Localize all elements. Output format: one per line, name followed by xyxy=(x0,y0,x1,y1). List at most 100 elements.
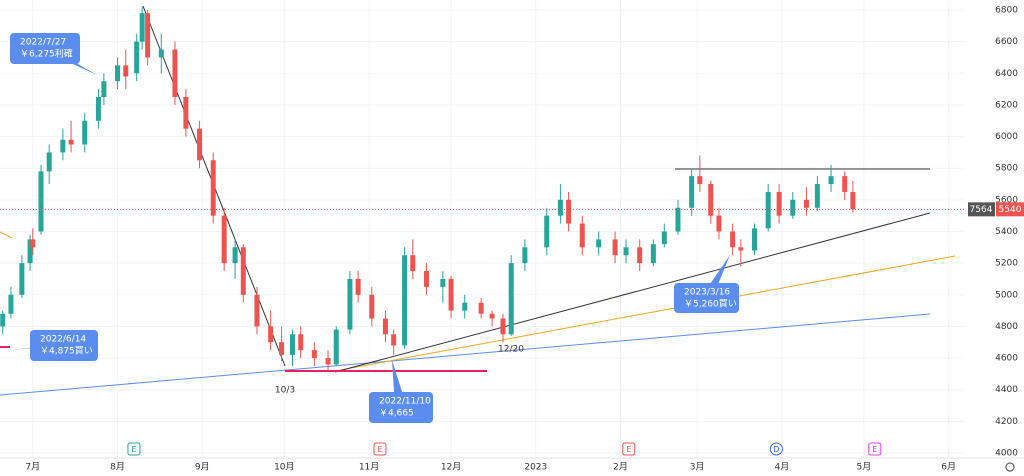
candle-body xyxy=(145,13,151,58)
x-tick-label: 6月 xyxy=(941,462,956,473)
candle-body xyxy=(27,239,33,264)
trend-line xyxy=(334,212,931,373)
price-label: 5540 xyxy=(999,205,1022,215)
candle-body xyxy=(240,247,246,295)
candle-body xyxy=(268,326,274,343)
x-tick-label: 10月 xyxy=(274,462,294,473)
candle-body xyxy=(38,171,44,232)
y-tick-label: 5600 xyxy=(995,195,1018,205)
price-box xyxy=(996,202,1024,217)
candle-body xyxy=(46,152,52,172)
candle-body xyxy=(402,255,408,346)
x-tick-label: 2月 xyxy=(613,462,628,473)
x-tick-label: 12月 xyxy=(441,462,461,473)
y-tick-label: 6200 xyxy=(995,100,1018,110)
candle-body xyxy=(290,334,296,355)
y-tick-label: 5400 xyxy=(995,227,1018,237)
candle-body xyxy=(0,313,6,327)
candle-body xyxy=(765,191,771,229)
candle-body xyxy=(391,334,397,346)
candle-body xyxy=(623,247,629,256)
candle-body xyxy=(134,41,140,74)
candle-body xyxy=(557,199,563,216)
event-label[interactable]: D xyxy=(773,445,779,454)
x-tick-label: 7月 xyxy=(25,462,40,473)
candle-body xyxy=(814,184,820,208)
candle-body xyxy=(489,313,495,319)
candle-body xyxy=(637,247,643,264)
symbol-label: 7564 xyxy=(970,205,993,215)
candle-body xyxy=(115,65,121,82)
event-marker[interactable] xyxy=(373,442,387,456)
candle-body xyxy=(172,49,178,98)
event-label[interactable]: E xyxy=(131,445,136,454)
settings-icon[interactable] xyxy=(1005,462,1015,472)
candle-body xyxy=(355,278,361,295)
candle-body xyxy=(842,176,848,192)
candle-body xyxy=(183,97,189,129)
event-marker[interactable] xyxy=(622,442,636,456)
event-label[interactable]: E xyxy=(872,445,877,454)
candle-body xyxy=(325,358,331,365)
callout-text: 2022/7/27 xyxy=(20,38,66,48)
candle-body xyxy=(440,278,446,287)
candle-body xyxy=(19,263,25,295)
candle-body xyxy=(95,97,101,121)
y-tick-label: 6600 xyxy=(995,37,1018,47)
callout-text: ￥4,665 xyxy=(379,409,414,419)
candle-body xyxy=(8,294,14,314)
candle-body xyxy=(197,128,203,161)
x-tick-label: 8月 xyxy=(110,462,125,473)
candle-body xyxy=(382,318,388,335)
candle-body xyxy=(101,81,107,98)
y-tick-label: 4200 xyxy=(995,417,1018,427)
event-label[interactable]: E xyxy=(626,445,631,454)
x-tick-label: 5月 xyxy=(856,462,871,473)
callout-text: ￥6,275利確 xyxy=(20,48,73,60)
candle-body xyxy=(544,215,550,248)
candle-body xyxy=(612,239,618,256)
candle-body xyxy=(123,65,129,77)
y-tick-label: 4400 xyxy=(995,385,1018,395)
event-marker[interactable] xyxy=(127,442,141,456)
candle-body xyxy=(279,342,285,355)
candle-body xyxy=(254,294,260,327)
candle-body xyxy=(579,223,585,248)
candle-body xyxy=(82,120,88,145)
callout-box xyxy=(674,283,739,313)
y-tick-label: 4800 xyxy=(995,322,1018,332)
candle-body xyxy=(232,247,238,264)
candle-body xyxy=(210,160,216,216)
callout-text: 2022/6/14 xyxy=(40,335,86,345)
trend-line xyxy=(0,231,13,239)
trend-line xyxy=(334,255,956,372)
x-tick-label: 4月 xyxy=(774,462,789,473)
candle-body xyxy=(566,199,572,224)
x-tick-label: 3月 xyxy=(690,462,705,473)
callout-text: 2023/3/16 xyxy=(684,288,730,298)
candle-body xyxy=(752,228,758,251)
callout-box xyxy=(369,392,433,423)
event-marker[interactable] xyxy=(868,442,882,456)
candle-body xyxy=(311,350,317,359)
candle-body xyxy=(776,191,782,216)
x-tick-label: 2023 xyxy=(524,463,547,473)
y-tick-label: 6800 xyxy=(995,6,1018,16)
callout-box xyxy=(10,33,80,64)
event-label[interactable]: E xyxy=(377,445,382,454)
date-label: 12/20 xyxy=(498,345,524,355)
event-marker[interactable] xyxy=(769,442,783,456)
candle-body xyxy=(221,215,227,264)
candle-body xyxy=(60,139,66,153)
candle-body xyxy=(462,302,468,311)
trend-line xyxy=(0,313,931,396)
candle-body xyxy=(708,184,714,216)
x-tick-label: 9月 xyxy=(195,462,210,473)
callout-text: 2022/11/10 xyxy=(379,397,431,407)
callout-box xyxy=(30,330,98,361)
candle-body xyxy=(650,244,656,264)
candle-body xyxy=(790,199,796,216)
candle-body xyxy=(158,49,164,58)
candle-body xyxy=(522,247,528,264)
